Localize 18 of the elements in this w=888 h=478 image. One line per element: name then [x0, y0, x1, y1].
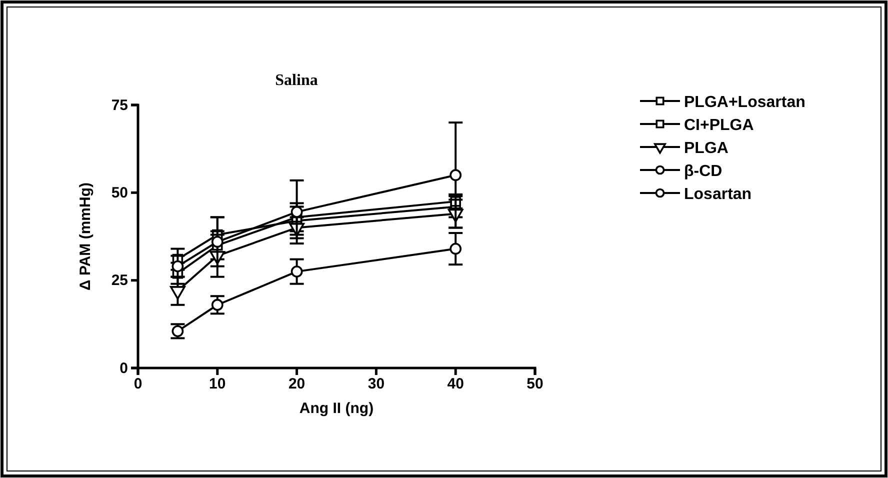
legend-label: PLGA+Losartan: [684, 94, 806, 111]
legend-label: PLGA: [684, 140, 729, 157]
x-tick-label: 0: [134, 376, 142, 393]
y-tick-label: 50: [111, 184, 128, 202]
y-tick-label: 25: [111, 272, 128, 290]
x-axis-title: Ang II (ng): [299, 400, 374, 417]
x-tick-label: 20: [288, 376, 306, 393]
x-tick-label: 50: [526, 376, 544, 393]
y-tick-label: 0: [120, 360, 128, 377]
x-tick-label: 30: [368, 376, 385, 393]
legend-label: β-CD: [684, 163, 722, 180]
legend-label: Losartan: [684, 186, 752, 203]
legend-label: CI+PLGA: [684, 117, 754, 134]
y-tick-label: 75: [111, 96, 128, 114]
x-tick-label: 10: [209, 376, 226, 393]
y-axis-title: Δ PAM (mmHg): [77, 182, 94, 290]
x-tick-label: 40: [447, 376, 464, 393]
chart-title: Salina: [275, 72, 318, 89]
